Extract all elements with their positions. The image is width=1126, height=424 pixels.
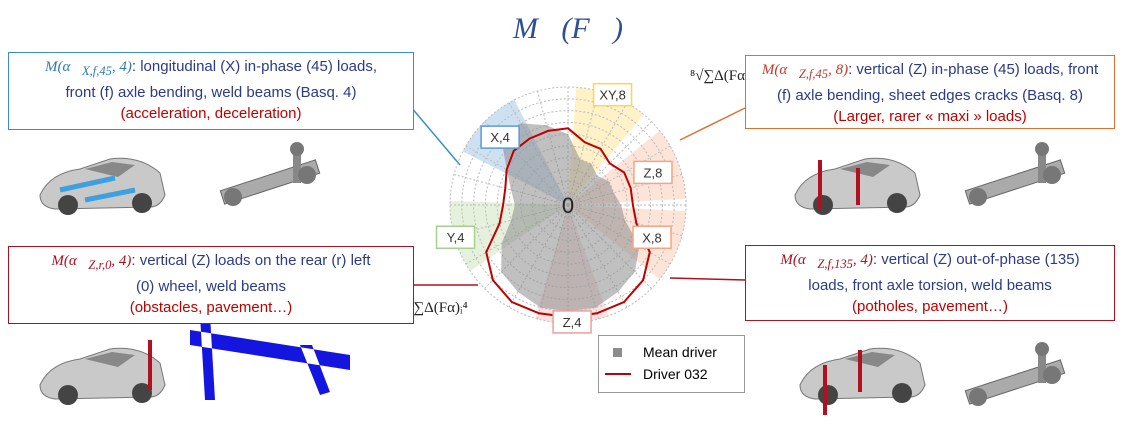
sector-label-box — [632, 225, 672, 250]
formula-base: M(α⃗ — [44, 59, 83, 75]
formula-base: M(α⃗ — [761, 62, 799, 78]
box-note: (obstacles, pavement…) — [129, 299, 293, 316]
sector-label: Z,4 — [563, 315, 582, 330]
annotation-box: M(α⃗X,f,45, 4): longitudinal (X) in-phas… — [8, 52, 414, 130]
formula: M(α⃗Z,f,45, 8) — [761, 62, 849, 81]
box-line: M(α⃗Z,f,135, 4): vertical (Z) out-of-pha… — [750, 249, 1110, 275]
sector-label-box — [435, 225, 476, 249]
formula: M(α⃗Z,r,0, 4) — [51, 253, 132, 272]
legend: Mean driver Driver 032 — [598, 335, 745, 393]
chart-title: M⃗(F⃗) — [512, 12, 623, 45]
annotation-box: M(α⃗Z,r,0, 4): vertical (Z) loads on the… — [8, 246, 414, 324]
sector-label: X,4 — [490, 130, 510, 145]
sector-label-box — [633, 160, 673, 185]
sector-label-box — [592, 82, 633, 107]
box-line: M(α⃗Z,f,45, 8): vertical (Z) in-phase (4… — [750, 59, 1110, 85]
box-text: (f) axle bending, sheet edges cracks (Ba… — [777, 87, 1083, 104]
formula-end: , 4) — [111, 59, 132, 75]
annotation-box: M(α⃗Z,f,45, 8): vertical (Z) in-phase (4… — [745, 55, 1115, 129]
box-line: M(α⃗X,f,45, 4): longitudinal (X) in-phas… — [13, 56, 409, 82]
annotation-box: M(α⃗Z,f,135, 4): vertical (Z) out-of-pha… — [745, 245, 1115, 321]
formula-sub: Z,r,0 — [88, 258, 112, 272]
box-note: (potholes, pavement…) — [852, 298, 1008, 315]
formula: M(α⃗Z,f,135, 4) — [780, 252, 873, 271]
box-note: (Larger, rarer « maxi » loads) — [833, 108, 1027, 125]
connectors — [404, 99, 746, 286]
box-text: : vertical (Z) loads on the rear (r) lef… — [131, 252, 371, 269]
sector-label-box — [552, 310, 592, 334]
ring — [461, 98, 675, 312]
box-text: loads, front axle torsion, weld beams — [808, 277, 1052, 294]
box-text: (0) wheel, weld beams — [135, 278, 287, 295]
sector-label-box — [480, 125, 520, 149]
center-label: 0 — [562, 193, 574, 218]
formula-base: M(α⃗ — [780, 252, 818, 268]
formula-base: M(α⃗ — [51, 253, 89, 269]
norm-label: ⁴√∑Δ(Fα)ᵢ⁴ — [400, 300, 468, 316]
box-text: : vertical (Z) in-phase (45) loads, fron… — [848, 61, 1099, 78]
legend-symbols: Mean driver Driver 032 — [605, 344, 717, 382]
formula-sub: Z,f,45 — [798, 67, 829, 81]
mean-area — [501, 123, 640, 312]
box-text: : vertical (Z) out-of-phase (135) — [872, 251, 1080, 268]
legend-label: Mean driver — [643, 344, 717, 360]
sector-label: Z,8 — [644, 165, 663, 180]
box-line: M(α⃗Z,r,0, 4): vertical (Z) loads on the… — [13, 250, 409, 276]
formula-end: , 4) — [111, 253, 132, 269]
formula-end: , 8) — [828, 62, 849, 78]
radar: X,4 XY,8 Z,8 X,8 Z,4 Y,4 0 — [435, 82, 687, 334]
sector-label: X,8 — [642, 230, 662, 245]
formula-sub: Z,f,135 — [817, 257, 853, 271]
formula-sub: X,f,45 — [82, 64, 112, 78]
legend-swatch — [613, 348, 622, 357]
box-text: front (f) axle bending, weld beams (Basq… — [65, 84, 357, 101]
sector-label: Y,4 — [447, 230, 465, 245]
legend-label: Driver 032 — [643, 366, 708, 382]
sector-label: XY,8 — [599, 88, 626, 103]
illustrations — [39, 141, 1066, 415]
box-note: (acceleration, deceleration) — [120, 105, 302, 122]
formula-end: , 4) — [852, 252, 873, 268]
box-text: : longitudinal (X) in-phase (45) loads, — [131, 58, 378, 75]
norm-label: ⁸√∑Δ(Fα)ᵢ⁸ — [690, 68, 758, 84]
formula: M(α⃗X,f,45, 4) — [44, 59, 132, 78]
